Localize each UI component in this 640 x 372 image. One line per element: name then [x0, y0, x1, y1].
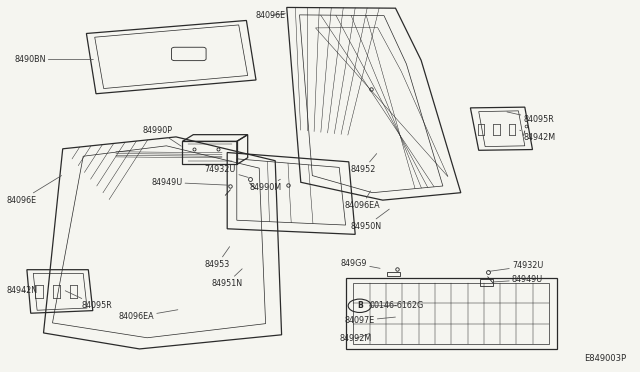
Text: 84950N: 84950N	[351, 209, 389, 231]
Text: 84942N: 84942N	[6, 286, 38, 295]
Text: 74932U: 74932U	[205, 165, 248, 177]
Text: 84990P: 84990P	[142, 126, 181, 146]
Text: 84095R: 84095R	[507, 112, 554, 124]
Text: 84096EA: 84096EA	[344, 191, 380, 210]
Text: 84095R: 84095R	[65, 291, 113, 310]
Text: 84097E: 84097E	[344, 316, 396, 325]
Text: 84096E: 84096E	[256, 11, 286, 20]
Text: 84949U: 84949U	[494, 275, 543, 284]
Text: 84942M: 84942M	[520, 130, 556, 142]
Text: B: B	[357, 301, 362, 310]
Text: 84096EA: 84096EA	[118, 310, 178, 321]
Text: 00146-6162G: 00146-6162G	[369, 301, 424, 310]
Text: 8490BN: 8490BN	[14, 55, 93, 64]
Text: 84990M: 84990M	[250, 179, 282, 192]
Text: 849G9: 849G9	[340, 259, 380, 268]
Text: 84953: 84953	[205, 247, 230, 269]
Bar	[387, 272, 400, 276]
Text: E849003P: E849003P	[584, 354, 626, 363]
Text: 84952: 84952	[351, 154, 377, 174]
Bar	[480, 279, 493, 286]
Text: 84992M: 84992M	[339, 333, 371, 343]
Text: 74932U: 74932U	[489, 262, 543, 271]
Text: 84096E: 84096E	[6, 176, 61, 205]
Text: 84949U: 84949U	[151, 178, 229, 187]
Text: 84951N: 84951N	[211, 269, 243, 288]
